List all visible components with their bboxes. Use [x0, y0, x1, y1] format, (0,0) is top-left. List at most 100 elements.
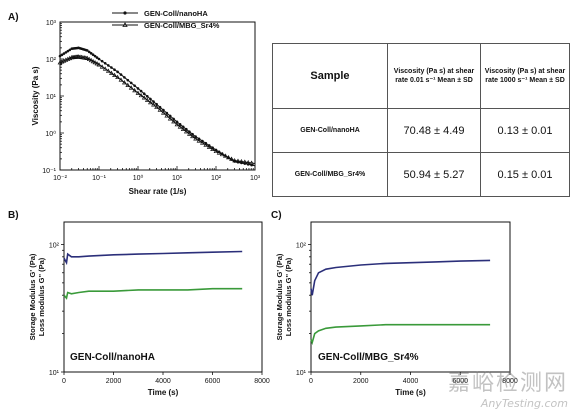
x-tick-label: 8000: [254, 378, 270, 385]
data-point-a-mbg: [210, 146, 215, 151]
data-point-a-mbg: [112, 72, 117, 77]
y-axis-label-storage: Storage Modulus G' (Pa): [275, 253, 284, 340]
data-point-a-mbg: [90, 58, 96, 64]
x-tick-label-a: 10²: [211, 175, 222, 182]
data-point-a-nanoHA: [103, 61, 107, 65]
x-tick-label: 8000: [502, 378, 518, 385]
legend-marker-a: [122, 22, 128, 27]
data-point-a-mbg: [239, 159, 244, 164]
data-point-a-mbg: [216, 150, 222, 155]
y-tick-label: 10¹: [296, 370, 307, 377]
data-point-a-nanoHA: [85, 49, 89, 52]
y-tick-label: 10¹: [49, 370, 60, 377]
y-tick-label-a: 10¹: [46, 94, 57, 101]
y-axis-label-loss: Loss modulus G'' (Pa): [284, 257, 293, 336]
data-point-a-nanoHA: [178, 123, 182, 126]
panel-label-a: A): [8, 12, 19, 23]
x-tick-label-a: 10⁰: [133, 174, 144, 182]
data-point-a-mbg: [222, 153, 228, 158]
x-tick-label: 6000: [205, 378, 221, 385]
axis-frame-a: [59, 21, 256, 171]
y-tick-label-a: 10⁰: [45, 130, 56, 138]
data-point-a-mbg: [92, 60, 98, 65]
data-point-a-mbg: [161, 110, 166, 115]
y-tick-label-a: 10⁻¹: [42, 168, 56, 175]
data-point-a-mbg: [213, 148, 219, 154]
viscosity-table: Sample Viscosity (Pa s) at shear rate 0.…: [272, 43, 570, 197]
x-tick-label: 2000: [106, 378, 122, 385]
x-tick-label-a: 10³: [250, 175, 261, 182]
data-point-a-mbg: [102, 66, 108, 71]
data-point-a-mbg: [144, 97, 150, 102]
data-point-a-nanoHA: [175, 120, 179, 124]
data-point-a-mbg: [148, 99, 153, 105]
data-point-a-nanoHA: [158, 105, 162, 109]
series-line-a-2: [59, 56, 256, 164]
data-point-a-nanoHA: [126, 78, 130, 82]
data-point-a-nanoHA: [136, 87, 140, 90]
x-axis-label: Time (s): [148, 388, 179, 397]
y-axis-label-a: Viscosity (Pa s): [31, 66, 40, 125]
data-point-a-mbg: [109, 70, 114, 75]
series-line-storage: [63, 250, 243, 266]
data-point-a-mbg: [141, 95, 147, 100]
data-point-a-nanoHA: [97, 57, 101, 61]
data-point-a-nanoHA: [165, 111, 169, 115]
data-point-a-nanoHA: [162, 108, 165, 112]
data-point-a-mbg: [245, 159, 251, 165]
y-tick-label: 10²: [49, 242, 60, 249]
legend-marker-a: [123, 11, 127, 15]
data-point-a-nanoHA: [62, 52, 66, 55]
data-point-a-mbg: [88, 57, 94, 63]
x-tick-label-a: 10⁻¹: [92, 175, 106, 182]
sample-annotation: GEN-Coll/nanoHA: [70, 352, 155, 363]
series-line-storage: [310, 259, 491, 296]
x-tick-label: 0: [309, 378, 313, 385]
x-tick-label-a: 10⁻²: [53, 175, 67, 182]
data-point-a-nanoHA: [116, 70, 119, 74]
data-point-a-mbg: [242, 159, 248, 164]
table-header-high-shear: Viscosity (Pa s) at shear rate 1000 s⁻¹ …: [480, 43, 570, 109]
legend-label-a: GEN-Coll/MBG_Sr4%: [144, 21, 220, 30]
data-point-a-mbg: [235, 158, 241, 163]
data-point-a-nanoHA: [146, 95, 149, 98]
axis-frame: [310, 221, 511, 373]
table-cell: 0.15 ± 0.01: [480, 152, 570, 197]
data-point-a-nanoHA: [133, 84, 136, 87]
y-axis-label-storage: Storage Modulus G' (Pa): [28, 253, 37, 340]
data-point-a-mbg: [157, 107, 163, 112]
data-point-a-nanoHA: [119, 73, 123, 76]
data-point-a-mbg: [154, 104, 160, 109]
table-header-sample: Sample: [272, 43, 388, 109]
series-line-loss: [63, 287, 243, 300]
data-point-a-nanoHA: [107, 64, 110, 67]
table-cell: 70.48 ± 4.49: [387, 108, 481, 153]
watermark: 嘉峪检测网 AnyTesting.com: [448, 365, 568, 410]
data-point-a-mbg: [177, 124, 183, 129]
data-point-a-mbg: [132, 87, 137, 93]
x-axis-label: Time (s): [395, 388, 426, 397]
data-point-a-mbg: [125, 82, 131, 87]
data-point-a-mbg: [86, 56, 92, 62]
data-point-a-mbg: [226, 154, 231, 160]
table-cell: 50.94 ± 5.27: [387, 152, 481, 197]
table-cell: GEN-Coll/nanoHA: [272, 108, 388, 153]
data-point-a-nanoHA: [155, 102, 158, 106]
data-point-a-mbg: [164, 113, 170, 118]
x-tick-label: 4000: [403, 378, 419, 385]
data-point-a-mbg: [232, 158, 238, 163]
data-point-a-mbg: [200, 140, 205, 145]
data-point-a-mbg: [96, 62, 102, 67]
data-point-a-nanoHA: [139, 89, 143, 93]
data-point-a-mbg: [180, 126, 186, 131]
y-tick-label: 10²: [296, 242, 307, 249]
data-point-a-mbg: [115, 74, 121, 80]
data-point-a-nanoHA: [142, 92, 146, 96]
data-point-a-mbg: [94, 61, 100, 66]
table-cell: GEN-Coll/MBG_Sr4%: [272, 152, 388, 197]
data-point-a-mbg: [174, 121, 180, 127]
data-point-a-mbg: [99, 64, 105, 69]
data-point-a-mbg: [183, 129, 189, 134]
data-point-a-mbg: [118, 77, 124, 82]
data-point-a-nanoHA: [149, 97, 152, 101]
